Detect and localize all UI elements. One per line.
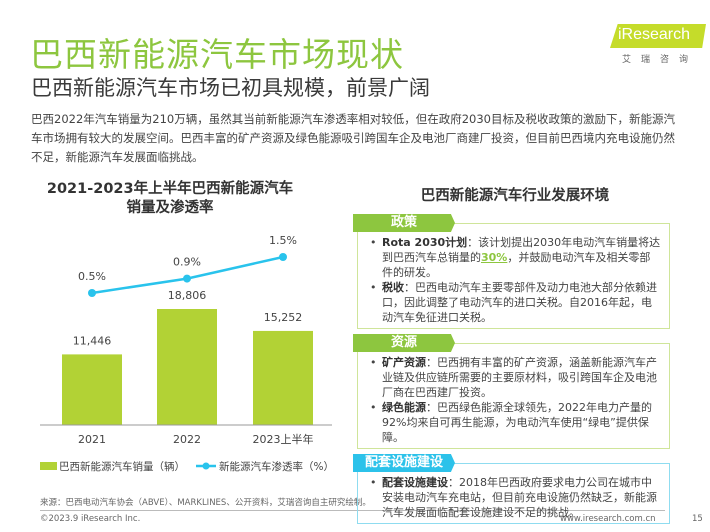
line-point bbox=[88, 289, 96, 297]
item-label: Rota 2030计划 bbox=[382, 236, 468, 249]
chart-title: 2021-2023年上半年巴西新能源汽车 销量及渗透率 bbox=[10, 180, 330, 218]
item-label: 配套设施建设 bbox=[382, 476, 448, 489]
logo-subtext: 艾瑞咨询 bbox=[622, 55, 699, 65]
item-text: ：该计划提出2030年电动汽车销量将达到巴西汽车总销量的 bbox=[382, 236, 661, 264]
copyright: ©2023.9 iResearch Inc. bbox=[40, 514, 141, 524]
iresearch-logo: iResearch bbox=[610, 24, 706, 48]
item-text: ：巴西电动汽车主要零部件及动力电池大部分依赖进口，因此调整了电动汽车的进口关税。… bbox=[382, 281, 657, 324]
item-text: ：巴西拥有丰富的矿产资源，涵盖新能源汽车产业链及供应链所需要的主要原材料，吸引跨… bbox=[382, 356, 657, 399]
list-item: 税收：巴西电动汽车主要零部件及动力电池大部分依赖进口，因此调整了电动汽车的进口关… bbox=[368, 280, 661, 325]
line-label: 0.9% bbox=[173, 256, 201, 269]
environment-title: 巴西新能源汽车行业发展环境 bbox=[420, 188, 610, 204]
section-tag-infrastructure: 配套设施建设 bbox=[353, 454, 455, 472]
item-text: ，并鼓励电动汽车及相关零部件的研发。 bbox=[382, 251, 651, 279]
list-item: 配套设施建设：2018年巴西政府要求电力公司在城市中安装电动汽车充电站，但目前充… bbox=[368, 475, 661, 520]
list-item: 矿产资源：巴西拥有丰富的矿产资源，涵盖新能源汽车产业链及供应链所需要的主要原材料… bbox=[368, 355, 661, 400]
chart-title-line2: 销量及渗透率 bbox=[126, 200, 214, 216]
section-tag-policy: 政策 bbox=[353, 214, 455, 232]
item-label: 绿色能源 bbox=[382, 401, 426, 414]
legend-line-label: 新能源汽车渗透率（%） bbox=[219, 460, 334, 473]
bar-label: 18,806 bbox=[168, 289, 207, 302]
legend-bar-label: 巴西新能源汽车销量（辆） bbox=[59, 460, 185, 473]
page-title: 巴西新能源汽车市场现状 bbox=[30, 35, 404, 74]
item-text: ：巴西绿色能源全球领先，2022年电力产量的92%均来自可再生能源，为电动汽车使… bbox=[382, 401, 652, 444]
sales-penetration-chart: 11,446 2021 18,806 2022 15,252 2023上半年 0.5% 0.… bbox=[40, 234, 334, 473]
intro-paragraph: 巴西2022年汽车销量为210万辆，虽然其当前新能源汽车渗透率相对较低，但在政府… bbox=[31, 112, 675, 164]
section-infrastructure: 配套设施建设 配套设施建设：2018年巴西政府要求电力公司在城市中安装电动汽车充… bbox=[353, 454, 673, 524]
page-number: 15 bbox=[692, 514, 703, 524]
legend-line-marker bbox=[202, 462, 210, 470]
x-tick-label: 2022 bbox=[173, 433, 201, 446]
environment-sections: 政策 Rota 2030计划：该计划提出2030年电动汽车销量将达到巴西汽车总销… bbox=[353, 214, 673, 524]
section-policy-box: Rota 2030计划：该计划提出2030年电动汽车销量将达到巴西汽车总销量的3… bbox=[357, 223, 670, 329]
bar-2022 bbox=[157, 309, 217, 425]
bar-2021 bbox=[62, 354, 122, 425]
item-label: 税收 bbox=[382, 281, 404, 294]
x-tick-label: 2023上半年 bbox=[253, 432, 314, 446]
section-resources: 资源 矿产资源：巴西拥有丰富的矿产资源，涵盖新能源汽车产业链及供应链所需要的主要… bbox=[353, 334, 673, 449]
section-infrastructure-box: 配套设施建设：2018年巴西政府要求电力公司在城市中安装电动汽车充电站，但目前充… bbox=[357, 463, 670, 524]
chart-title-line1: 2021-2023年上半年巴西新能源汽车 bbox=[46, 181, 294, 197]
legend-bar-swatch bbox=[40, 462, 57, 470]
list-item: Rota 2030计划：该计划提出2030年电动汽车销量将达到巴西汽车总销量的3… bbox=[368, 235, 661, 280]
line-label: 1.5% bbox=[269, 234, 297, 247]
line-point bbox=[183, 274, 191, 283]
item-text: ：2018年巴西政府要求电力公司在城市中安装电动汽车充电站，但目前充电设施仍然缺… bbox=[382, 476, 657, 519]
line-label: 0.5% bbox=[78, 270, 106, 283]
logo-text: iResearch bbox=[618, 26, 691, 43]
bar-label: 11,446 bbox=[73, 334, 112, 347]
item-label: 矿产资源 bbox=[382, 356, 426, 369]
line-point bbox=[279, 253, 287, 261]
bar-label: 15,252 bbox=[264, 311, 303, 324]
section-tag-resources: 资源 bbox=[353, 334, 455, 352]
footer-divider bbox=[40, 510, 665, 511]
list-item: 绿色能源：巴西绿色能源全球领先，2022年电力产量的92%均来自可再生能源，为电… bbox=[368, 400, 661, 445]
bar-2023上半年 bbox=[253, 330, 313, 425]
source-note: 来源：巴西电动汽车协会（ABVE）、MARKLINES、公开资料，艾瑞咨询自主研… bbox=[40, 498, 371, 508]
x-tick-label: 2021 bbox=[78, 433, 106, 446]
section-policy: 政策 Rota 2030计划：该计划提出2030年电动汽车销量将达到巴西汽车总销… bbox=[353, 214, 673, 329]
highlight-value: 30% bbox=[481, 251, 508, 264]
page-subtitle: 巴西新能源汽车市场已初具规模，前景广阔 bbox=[31, 76, 430, 100]
section-resources-box: 矿产资源：巴西拥有丰富的矿产资源，涵盖新能源汽车产业链及供应链所需要的主要原材料… bbox=[357, 343, 670, 449]
